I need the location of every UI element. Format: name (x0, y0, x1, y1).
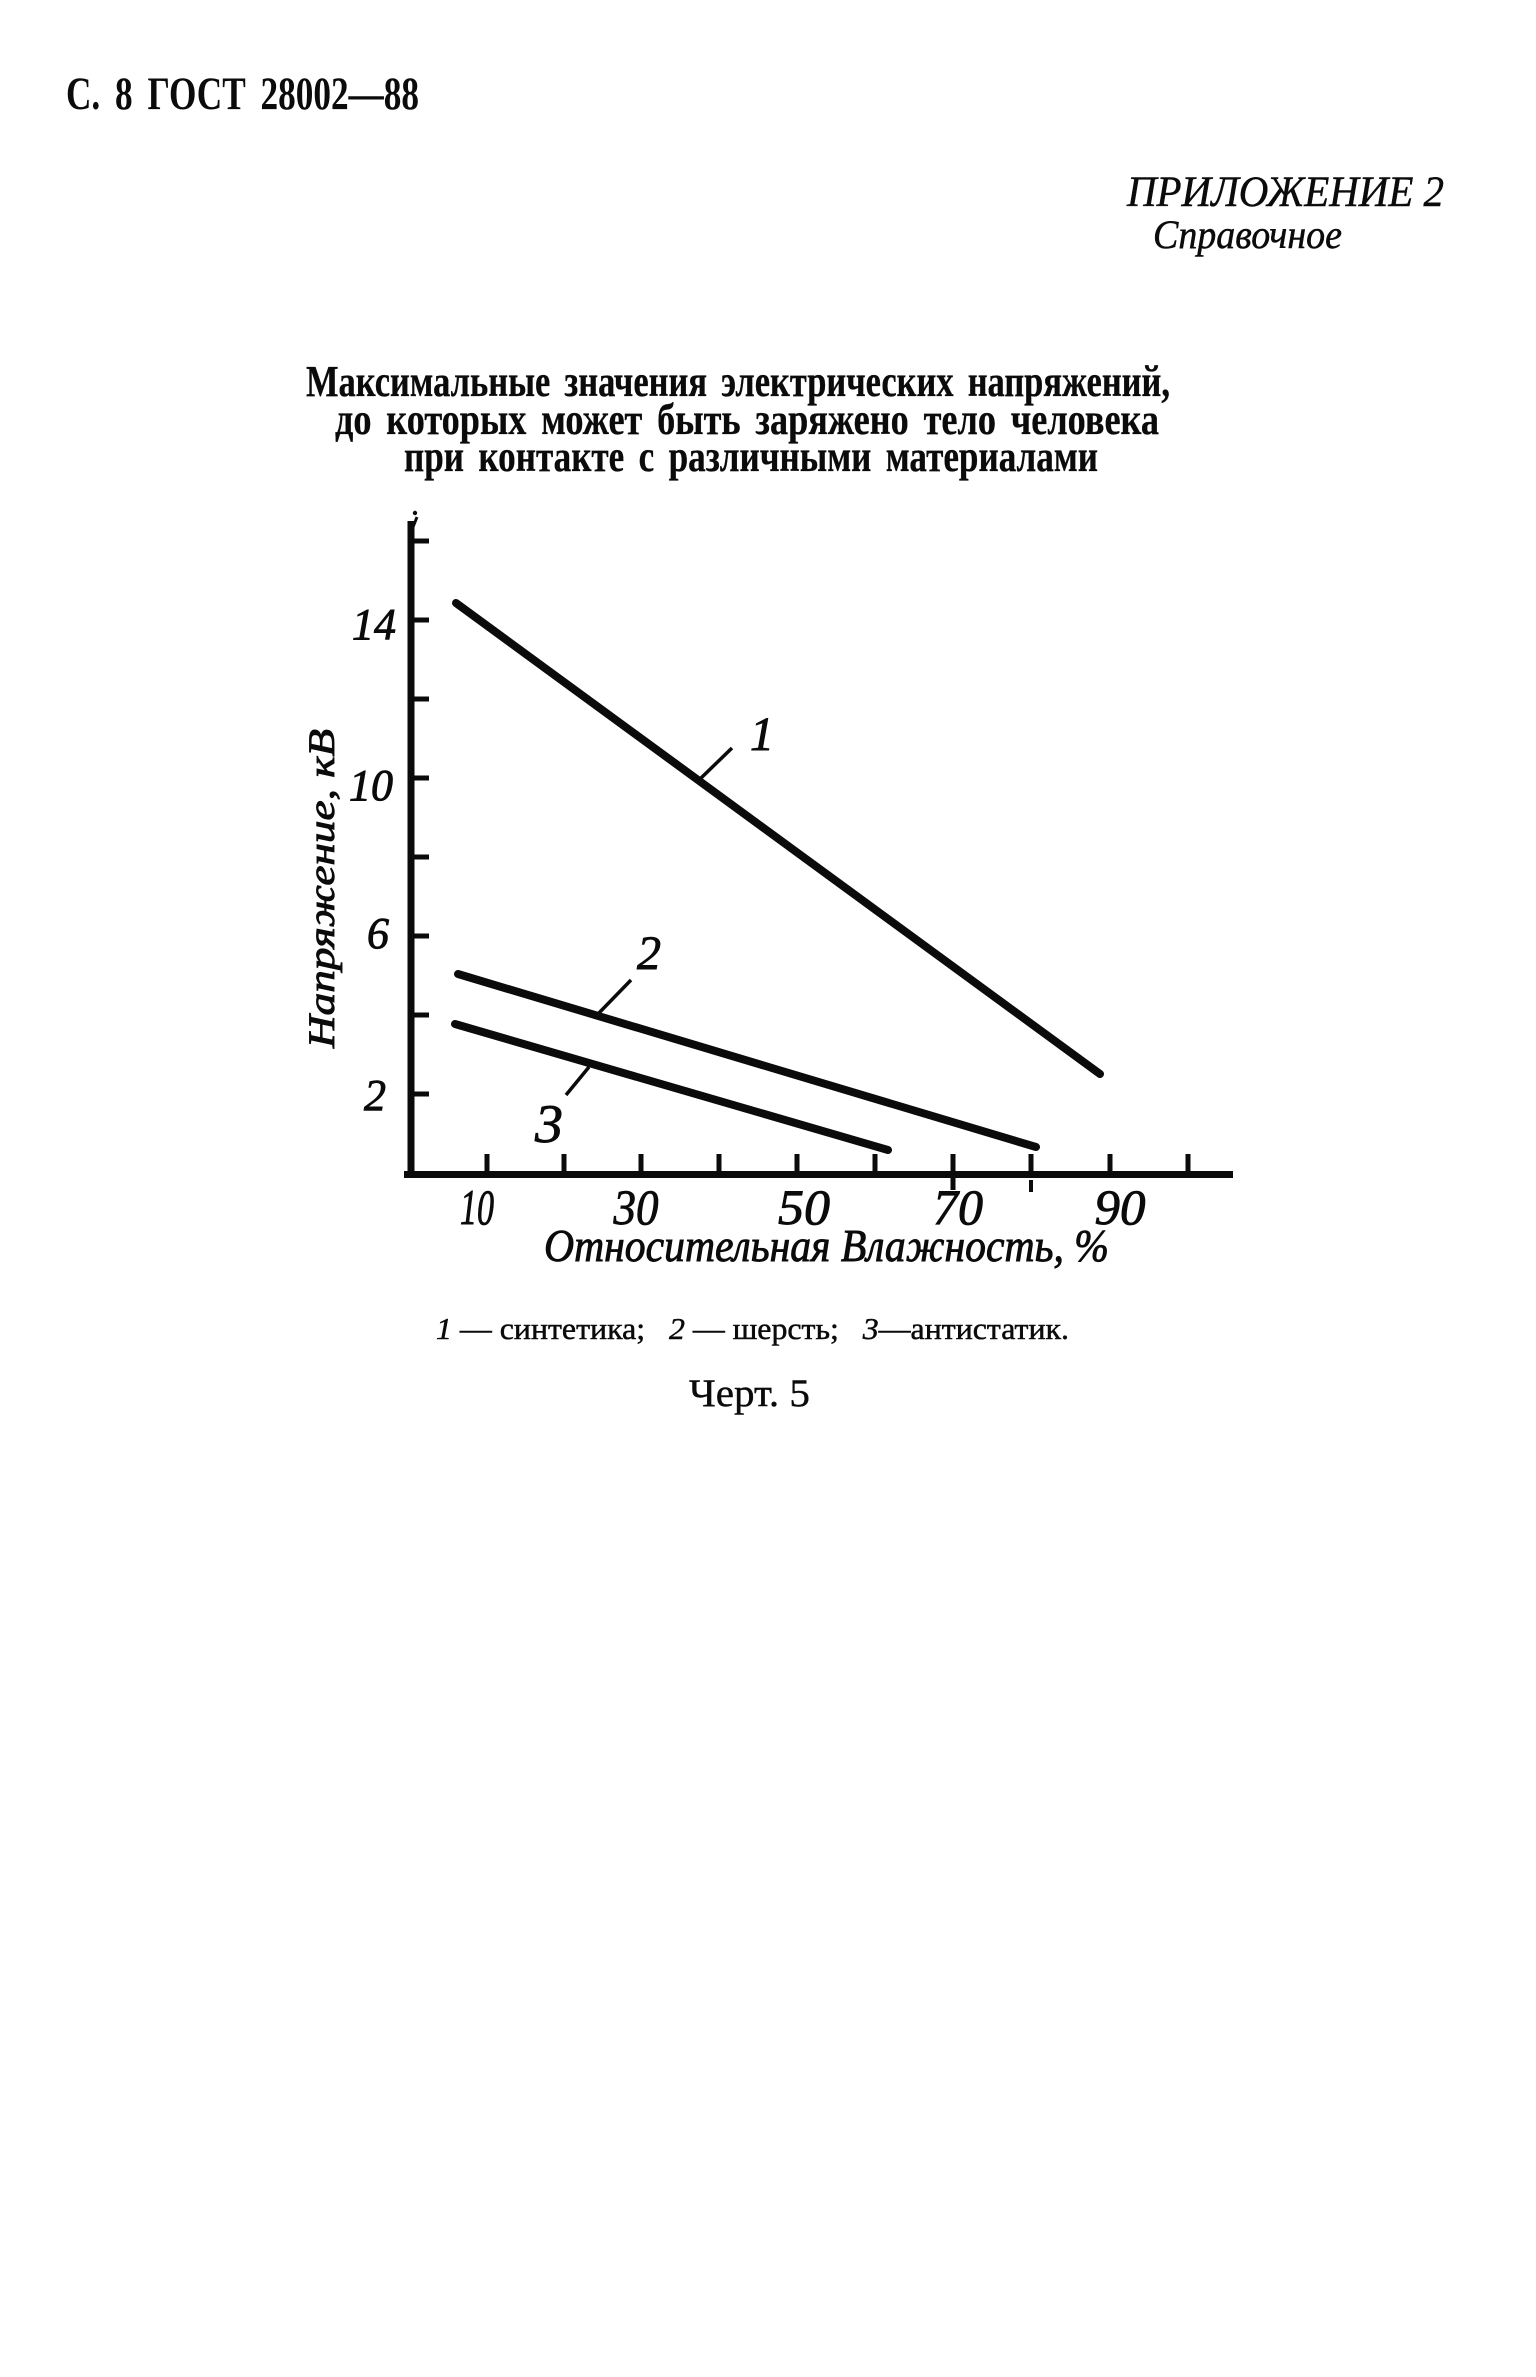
svg-text:Справочное: Справочное (1153, 212, 1342, 257)
svg-text:1: 1 (750, 708, 774, 761)
svg-text:при контакте с различными мате: при контакте с различными материалами (404, 432, 1098, 481)
svg-text:ПРИЛОЖЕНИЕ 2: ПРИЛОЖЕНИЕ 2 (1126, 169, 1444, 216)
svg-text:2: 2 (637, 927, 661, 980)
svg-text:2: 2 (364, 1071, 386, 1120)
svg-text:14: 14 (352, 600, 396, 649)
svg-text:Напряжение, кВ: Напряжение, кВ (302, 729, 343, 1049)
svg-text:70: 70 (933, 1179, 983, 1235)
svg-text:Относительная Влажность, %: Относительная Влажность, % (544, 1220, 1109, 1271)
svg-text:до которых может быть заряжено: до которых может быть заряжено тело чело… (335, 395, 1159, 444)
svg-text:10: 10 (349, 761, 393, 810)
svg-text:Черт. 5: Черт. 5 (689, 1372, 810, 1415)
svg-text:50: 50 (778, 1179, 830, 1235)
svg-text:Максимальные значения электрич: Максимальные значения электрических напр… (306, 357, 1170, 406)
svg-text:6: 6 (367, 909, 389, 958)
svg-text:3: 3 (534, 1094, 563, 1154)
svg-text:90: 90 (1095, 1179, 1146, 1235)
svg-text:С. 8 ГОСТ 28002—88: С. 8 ГОСТ 28002—88 (66, 68, 419, 120)
svg-text:1 — синтетика; 2 — шерсть;: 1 — синтетика; 2 — шерсть; 3—антистатик. (436, 1311, 1069, 1346)
svg-text:30: 30 (613, 1179, 659, 1235)
svg-text:10: 10 (460, 1179, 494, 1235)
